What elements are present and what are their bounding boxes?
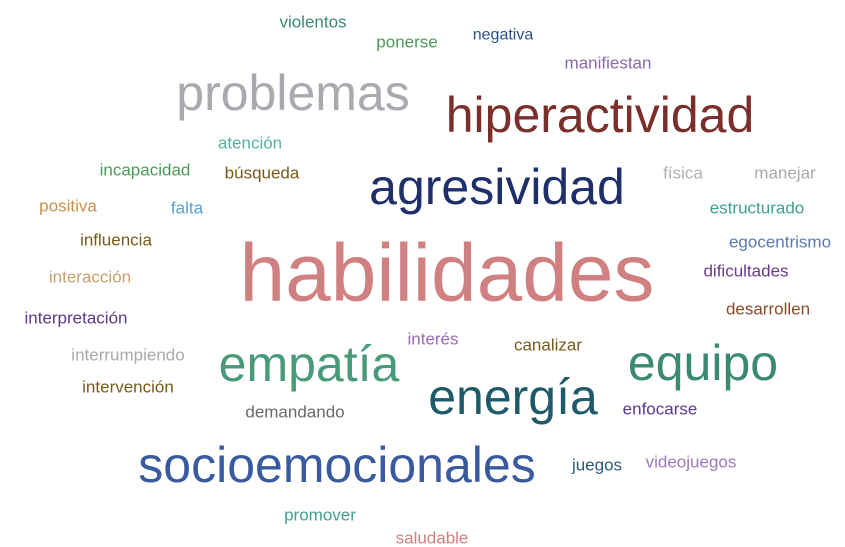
word: negativa: [473, 27, 534, 44]
word: interacción: [49, 268, 131, 287]
word: incapacidad: [100, 161, 191, 180]
word: dificultades: [703, 262, 788, 281]
word: interrumpiendo: [71, 346, 184, 365]
word: manifiestan: [565, 54, 652, 73]
word: intervención: [82, 378, 174, 397]
word: demandando: [245, 403, 344, 422]
word: videojuegos: [646, 453, 737, 472]
word: estructurado: [710, 199, 805, 218]
word: atención: [218, 134, 282, 153]
word: interpretación: [24, 309, 127, 328]
word: canalizar: [514, 336, 582, 355]
word: egocentrismo: [729, 233, 831, 252]
word: física: [663, 164, 703, 183]
word: falta: [171, 199, 204, 218]
word: manejar: [754, 164, 816, 183]
word: saludable: [396, 529, 469, 547]
word: promover: [284, 506, 356, 525]
word: desarrollen: [726, 300, 810, 319]
word: enfocarse: [623, 400, 698, 419]
word: habilidades: [240, 228, 655, 319]
word: empatía: [219, 336, 400, 392]
word: interés: [407, 330, 458, 349]
word: agresividad: [369, 159, 625, 215]
word: problemas: [176, 65, 409, 121]
word: hiperactividad: [446, 87, 755, 143]
word: influencia: [80, 231, 152, 250]
word: positiva: [39, 197, 97, 216]
word: violentos: [279, 13, 346, 32]
word: búsqueda: [225, 164, 300, 183]
word: energía: [428, 369, 598, 425]
word: equipo: [628, 335, 778, 391]
word: ponerse: [376, 33, 437, 52]
word: socioemocionales: [138, 437, 535, 493]
word: juegos: [571, 456, 622, 475]
